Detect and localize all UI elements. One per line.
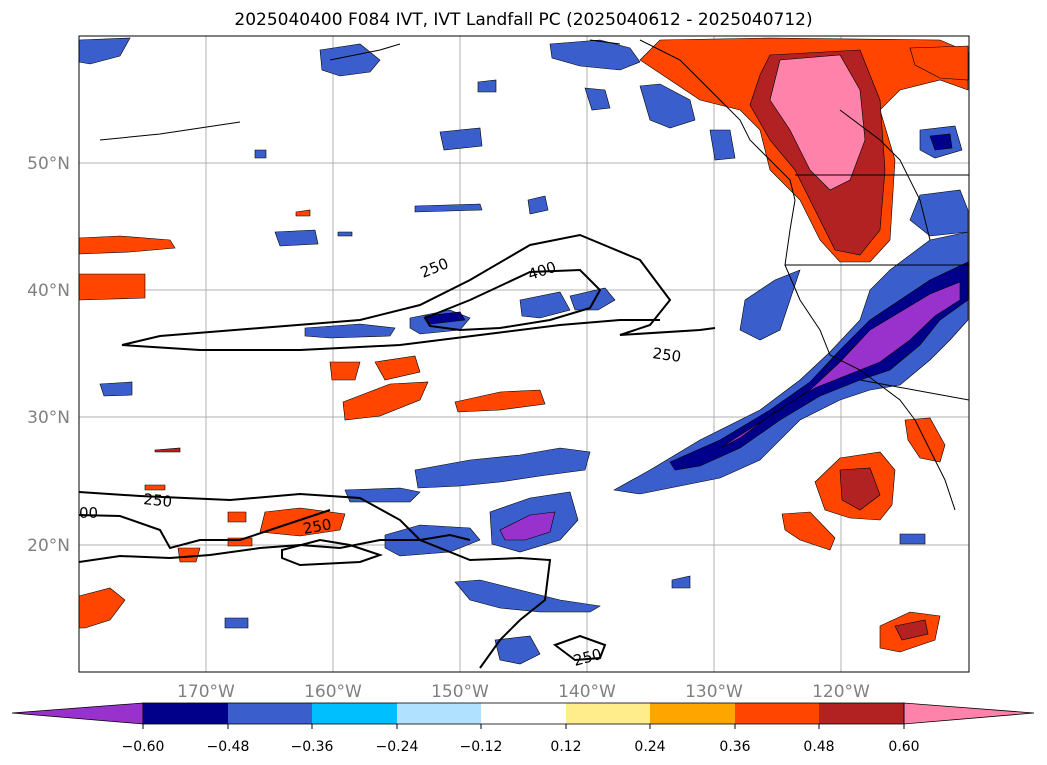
colorbar-segment-min-extend <box>11 702 144 725</box>
colorbar-segment <box>397 703 481 724</box>
lon-label: 170°W <box>177 682 235 702</box>
colorbar-segment <box>143 703 228 724</box>
map-title: 2025040400 F084 IVT, IVT Landfall PC (20… <box>234 10 813 30</box>
lat-label: 40°N <box>27 281 70 301</box>
colorbar-segment <box>312 703 397 724</box>
lat-label: 30°N <box>27 408 70 428</box>
latitude-labels: 50°N 40°N 30°N 20°N <box>27 154 70 556</box>
contour-label: 250 <box>651 344 682 366</box>
positive-ivt-patches <box>79 37 969 653</box>
colorbar-segment <box>228 703 312 724</box>
lon-label: 140°W <box>558 682 616 702</box>
colorbar-tick-label: 0.60 <box>888 739 919 755</box>
longitude-labels: 170°W 160°W 150°W 140°W 130°W 120°W <box>177 682 870 702</box>
lat-label: 20°N <box>27 536 70 556</box>
lon-label: 130°W <box>685 682 743 702</box>
negative-ivt-patches <box>79 37 969 665</box>
ivt-contours <box>79 233 716 669</box>
lat-label: 50°N <box>27 154 70 174</box>
colorbar-tick-label: −0.48 <box>207 739 250 755</box>
colorbar-tick-label: −0.60 <box>122 739 165 755</box>
lon-label: 160°W <box>304 682 362 702</box>
contour-400 <box>423 268 602 332</box>
colorbar-tick-label: −0.24 <box>376 739 419 755</box>
contour-label: 250 <box>302 515 333 538</box>
colorbar-tick-label: −0.36 <box>291 739 334 755</box>
colorbar-frame <box>142 702 905 725</box>
lon-label: 120°W <box>812 682 870 702</box>
colorbar-tick-label: 0.12 <box>550 739 581 755</box>
contour-label: 250 <box>143 490 173 511</box>
colorbar-segment <box>566 703 650 724</box>
colorbar-segment-max-extend <box>903 702 1035 725</box>
colorbar-tick-label: 0.24 <box>634 739 665 755</box>
colorbar-segment <box>481 703 566 724</box>
map-layers: 250 400 250 250 250 250 00 <box>79 36 969 672</box>
coastlines <box>99 39 969 511</box>
colorbar-tick-label: 0.36 <box>719 739 750 755</box>
contour-250-north <box>121 233 716 346</box>
lon-label: 150°W <box>431 682 489 702</box>
colorbar-tick-label: −0.12 <box>460 739 503 755</box>
contour-label: 00 <box>79 504 98 522</box>
colorbar-segment <box>735 703 819 724</box>
colorbar-segment <box>650 703 735 724</box>
map-frame <box>78 35 970 673</box>
colorbar-segment <box>819 703 904 724</box>
colorbar: −0.60 −0.48 −0.36 −0.24 −0.12 0.12 0.24 … <box>11 702 1035 755</box>
colorbar-tick-label: 0.48 <box>803 739 834 755</box>
